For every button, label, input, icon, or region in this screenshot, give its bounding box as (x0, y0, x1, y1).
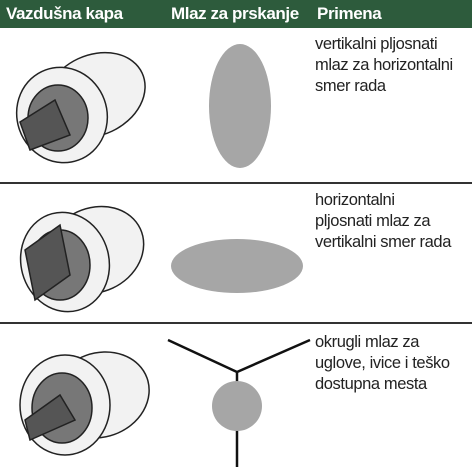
column-header: Vazdušna kapa (0, 0, 163, 28)
text-line: vertikalni pljosnati (315, 35, 438, 53)
application-text: okrugli mlaz za uglove, ivice i teško do… (315, 332, 472, 395)
row-separator (0, 322, 472, 324)
text-line: smer rada (315, 77, 386, 95)
nozzle-icon (19, 351, 150, 456)
row-separator (0, 182, 472, 184)
spray-pattern (209, 44, 271, 168)
spray-pattern (171, 239, 303, 293)
nozzle-icon (15, 51, 146, 164)
spray-pattern (212, 381, 262, 431)
text-line: vertikalni smer rada (315, 233, 451, 251)
application-text: vertikalni pljosnati mlaz za horizontaln… (315, 34, 472, 97)
nozzle-icon (19, 205, 145, 313)
text-line: uglove, ivice i teško (315, 354, 450, 372)
column-header: Mlaz za prskanje (163, 0, 313, 28)
text-line: okrugli mlaz za (315, 333, 420, 351)
text-line: mlaz za horizontalni (315, 56, 453, 74)
text-line: horizontalni (315, 191, 395, 209)
application-text: horizontalni pljosnati mlaz za vertikaln… (315, 190, 472, 253)
text-line: dostupna mesta (315, 375, 427, 393)
column-header: Primena (313, 0, 472, 28)
text-line: pljosnati mlaz za (315, 212, 431, 230)
